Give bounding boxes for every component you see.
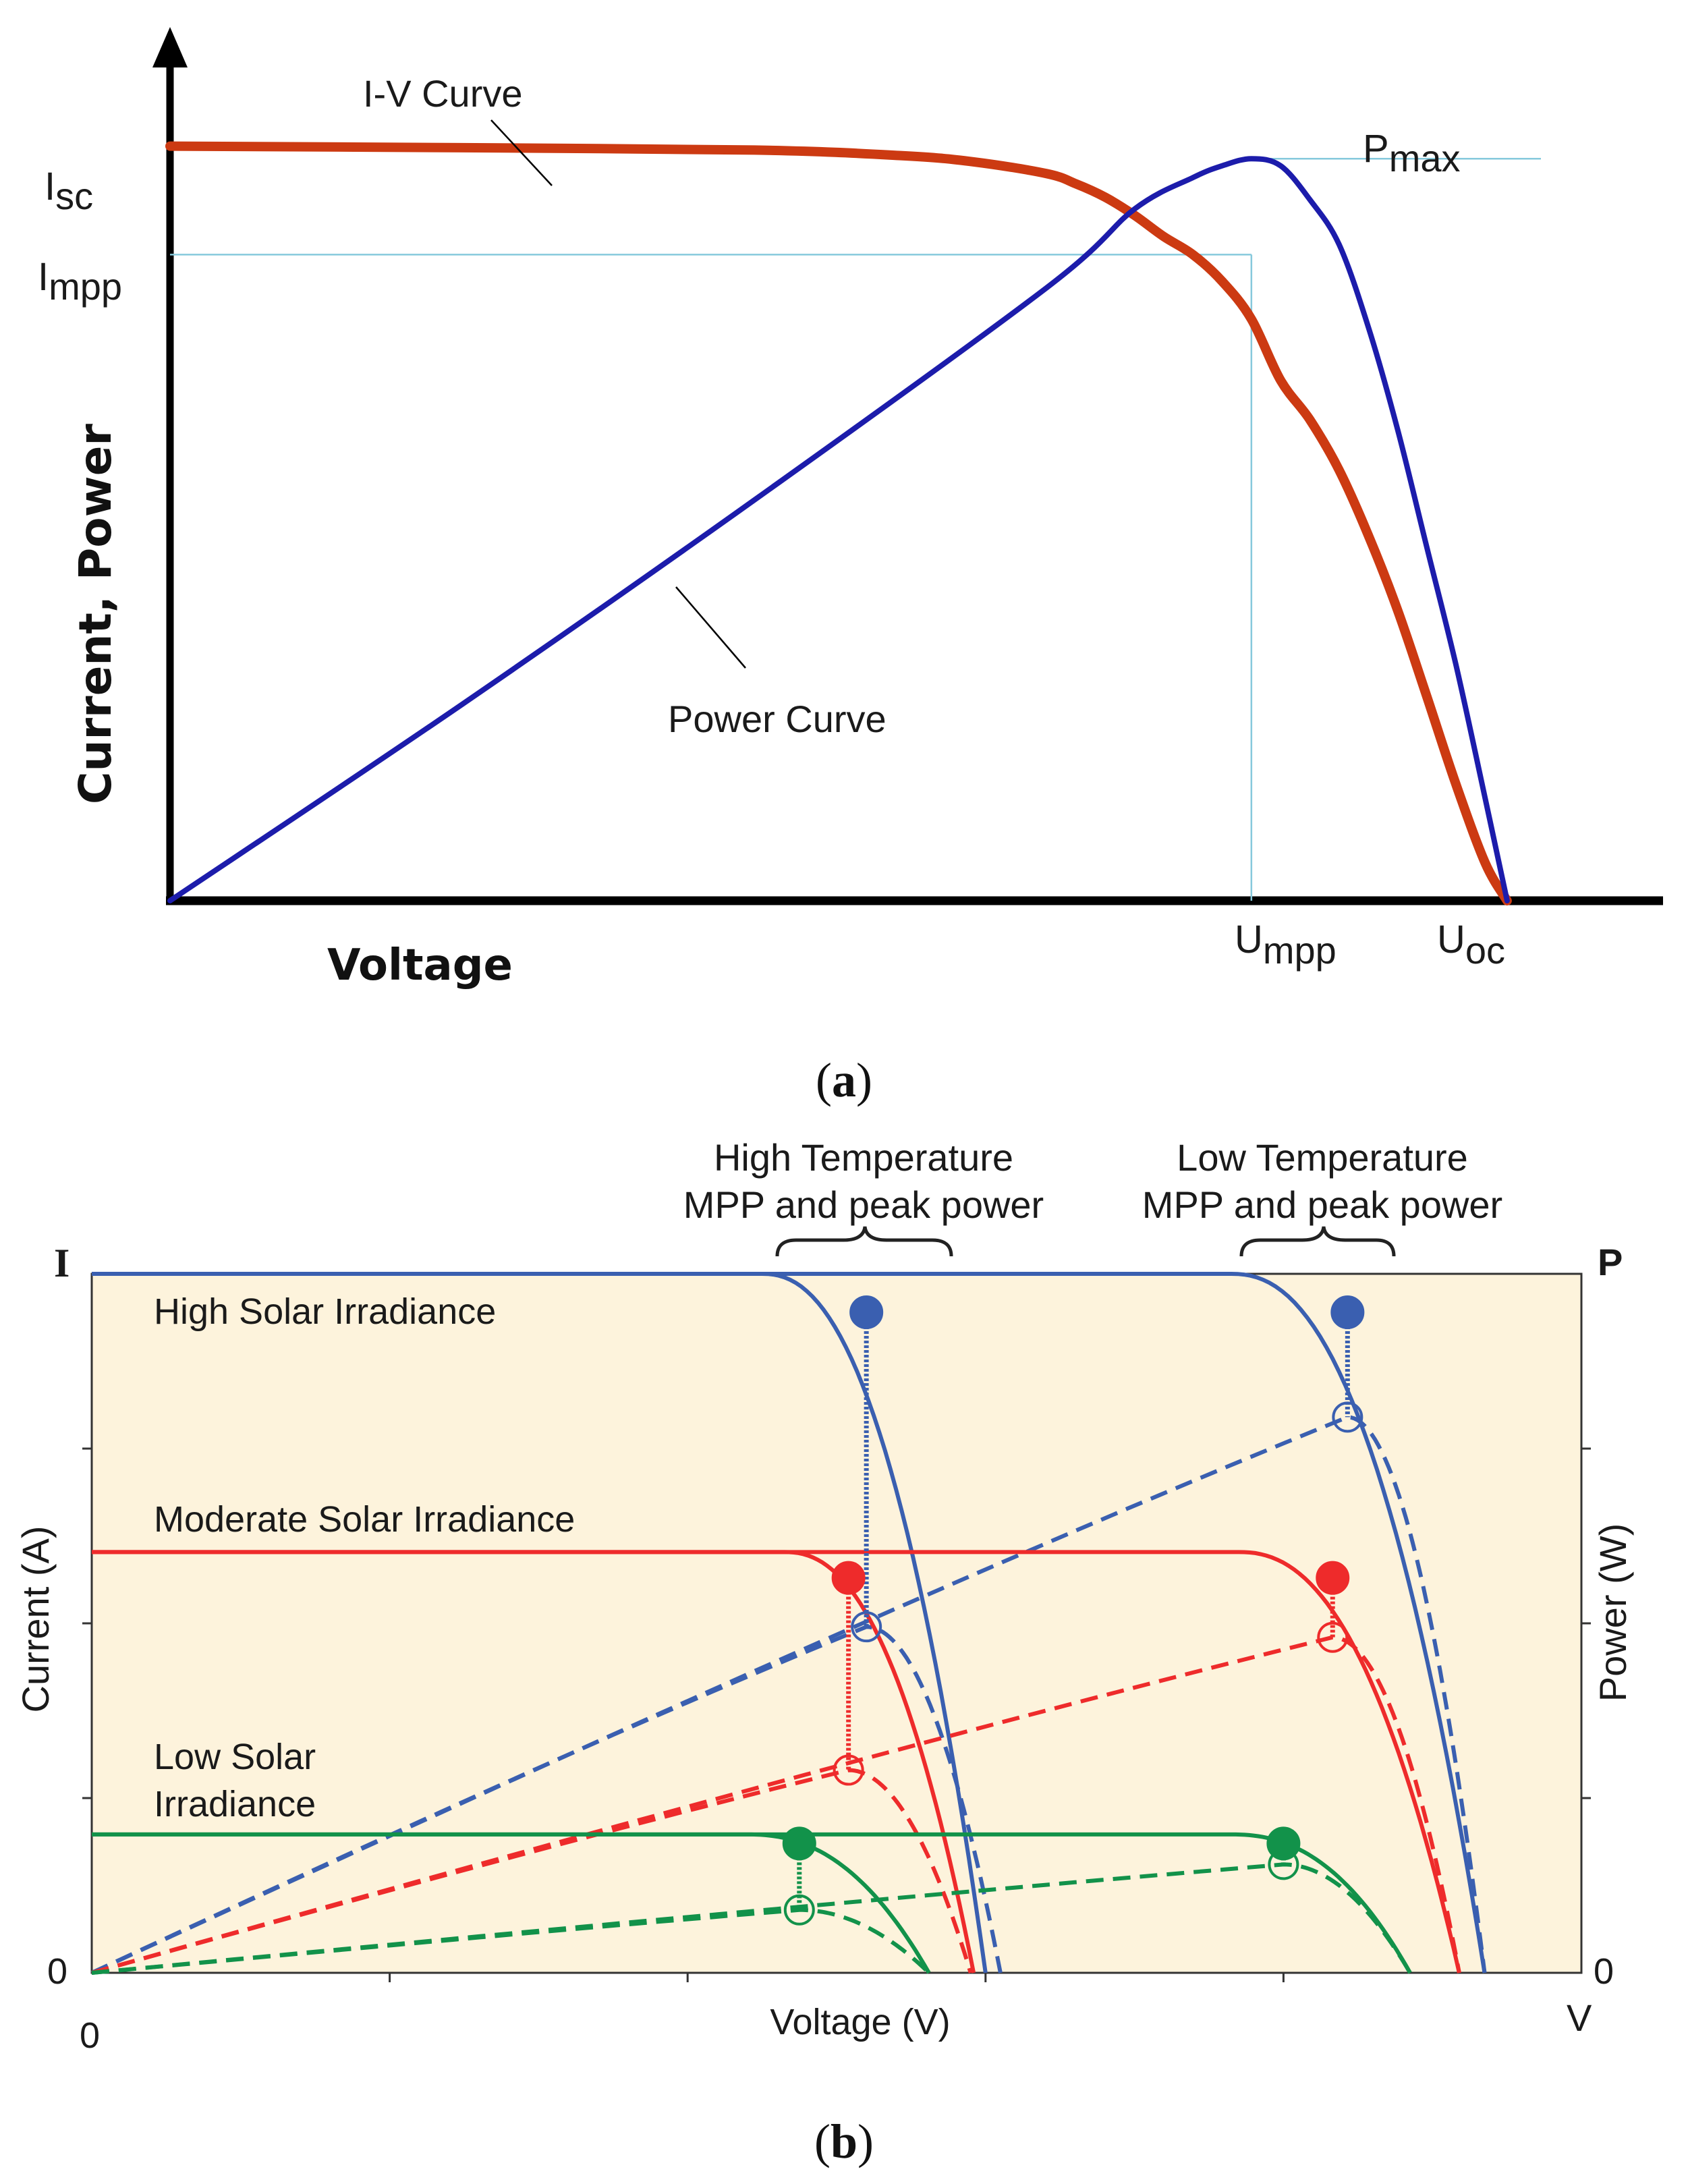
chart-b-label-high-irradiance: High Solar Irradiance — [154, 1291, 496, 1332]
chart-b-mpp-marker-6 — [1266, 1826, 1301, 1861]
chart-a-iv-curve — [165, 141, 1512, 905]
chart-b-caption: (b) — [814, 2115, 874, 2168]
chart-b-x-axis-end-label: V — [1567, 1996, 1592, 2039]
chart-b-curve-low-irradiance-low-temperature-current — [92, 1832, 1412, 1974]
chart-b-brace-high-temp — [775, 1226, 953, 1257]
chart-b-curve-moderate-irradiance-high-temperature-power — [91, 1768, 973, 1975]
chart-b-group-label-low-temp-line1: Low Temperature — [1177, 1136, 1468, 1179]
chart-a-y-axis-title: Current, Power — [69, 424, 121, 804]
chart-b-y2-axis-title: Power (W) — [1592, 1523, 1634, 1702]
chart-b-peak-power-marker-2 — [1332, 1401, 1363, 1433]
chart-b-curves — [90, 1272, 1487, 1975]
chart-b-y2-axis-top-label: P — [1598, 1241, 1623, 1283]
chart-b-group-label-high-temp-line2: MPP and peak power — [683, 1183, 1044, 1226]
chart-a-power-curve-label: Power Curve — [668, 698, 887, 740]
chart-a-y-axis-arrow-icon — [152, 27, 188, 67]
chart-a-caption: (a) — [816, 1053, 872, 1107]
chart-b: High Temperature MPP and peak power Low … — [14, 1136, 1634, 2168]
chart-a: I-V Curve Power Curve Isc Impp Pmax Umpp… — [38, 27, 1663, 1107]
chart-b-mpp-marker-1 — [849, 1295, 884, 1329]
chart-b-peak-power-marker-5 — [783, 1894, 815, 1926]
chart-b-curve-high-irradiance-low-temperature-power — [90, 1415, 1487, 1975]
chart-b-markers — [782, 1295, 1365, 1926]
chart-a-pmax-label: Pmax — [1363, 127, 1460, 179]
chart-b-peak-power-marker-3 — [833, 1754, 864, 1786]
chart-a-umpp-label: Umpp — [1235, 918, 1337, 972]
chart-b-mpp-marker-3 — [831, 1561, 866, 1595]
chart-b-curve-high-irradiance-high-temperature-current — [92, 1272, 988, 1973]
chart-b-curve-low-irradiance-high-temperature-power — [91, 1907, 930, 1975]
chart-b-label-low-irradiance-line1: Low Solar — [154, 1737, 316, 1777]
chart-b-curve-moderate-irradiance-high-temperature-current — [92, 1550, 976, 1973]
chart-b-label-moderate-irradiance: Moderate Solar Irradiance — [154, 1499, 575, 1540]
chart-a-power-leader-line — [675, 586, 746, 669]
chart-b-mpp-marker-5 — [782, 1826, 816, 1861]
chart-b-group-label-low-temp-line2: MPP and peak power — [1142, 1183, 1502, 1226]
chart-b-y2-origin-label: 0 — [1594, 1951, 1614, 1992]
chart-b-mpp-marker-4 — [1316, 1561, 1350, 1595]
chart-b-x-axis-title: Voltage (V) — [770, 2002, 950, 2042]
chart-b-y-axis-top-label: I — [54, 1241, 69, 1285]
chart-a-iv-leader-line — [490, 119, 553, 186]
chart-b-curve-high-irradiance-low-temperature-current — [92, 1272, 1487, 1973]
chart-b-brace-low-temp — [1239, 1226, 1396, 1257]
chart-b-peak-power-marker-4 — [1317, 1621, 1349, 1653]
chart-b-mpp-marker-2 — [1330, 1295, 1365, 1329]
chart-a-isc-label: Isc — [45, 165, 93, 217]
chart-b-group-label-high-temp-line1: High Temperature — [714, 1136, 1013, 1179]
chart-a-uoc-label: Uoc — [1437, 918, 1505, 972]
chart-b-y-axis-title: Current (A) — [14, 1526, 57, 1713]
chart-a-x-axis-title: Voltage — [327, 941, 513, 990]
chart-a-iv-curve-label: I-V Curve — [363, 72, 523, 115]
chart-b-x-origin-label: 0 — [80, 2015, 100, 2056]
chart-b-label-low-irradiance-line2: Irradiance — [154, 1784, 316, 1824]
chart-a-impp-label: Impp — [38, 255, 122, 308]
chart-a-power-curve — [167, 156, 1510, 903]
chart-b-curve-moderate-irradiance-low-temperature-power — [91, 1635, 1461, 1975]
chart-b-y-origin-label: 0 — [47, 1951, 67, 1992]
chart-b-ticks — [82, 1447, 1591, 1982]
chart-b-peak-power-marker-1 — [851, 1611, 882, 1643]
